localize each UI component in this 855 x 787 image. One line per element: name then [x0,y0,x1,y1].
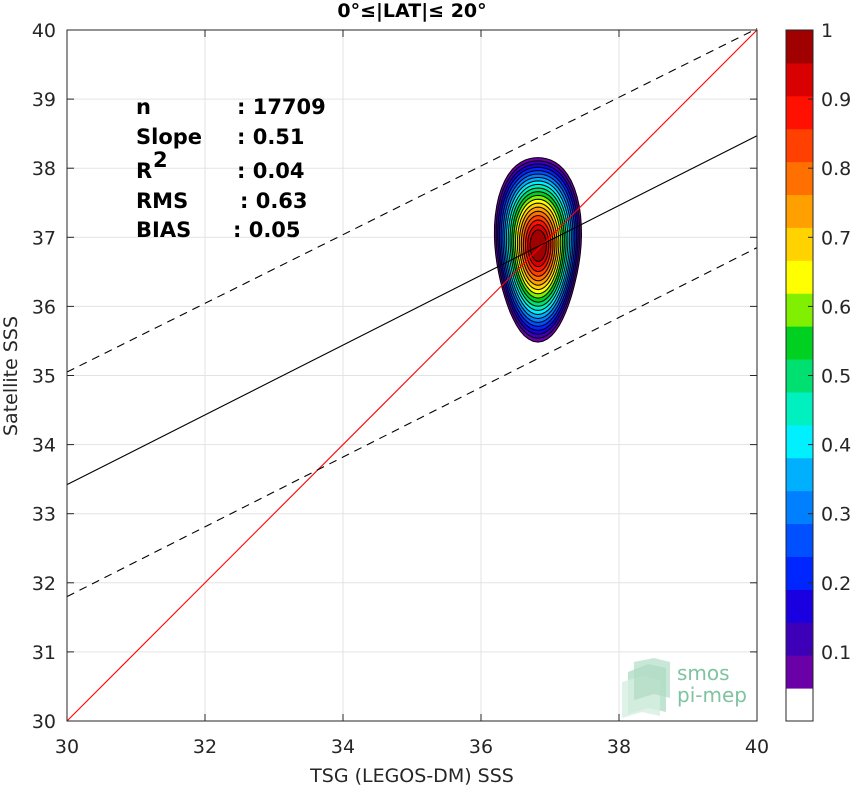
y-axis-ticks: 30 31 32 33 34 35 36 37 38 39 40 [32,20,757,733]
colorbar-segment [786,30,813,64]
stat-value: : 0.63 [240,189,308,213]
x-tick-label: 30 [55,736,79,758]
stat-value: : 17709 [237,95,326,119]
y-tick-label: 36 [32,296,56,318]
stat-value: : 0.04 [237,159,305,183]
y-tick-label: 39 [32,89,56,111]
stat-label: RMS [136,189,188,213]
stat-label-superscript: 2 [153,148,168,172]
colorbar-ticks: 0.1 0.2 0.3 0.4 0.5 0.6 0.7 0.8 0.9 1 [808,20,851,664]
y-tick-label: 34 [32,435,56,457]
colorbar-segment [786,227,813,261]
lower-bound-line [66,247,758,598]
stat-label: R [136,159,152,183]
plot-area [66,28,758,722]
y-tick-label: 32 [32,573,56,595]
stat-value: : 0.05 [233,218,301,242]
x-tick-label: 32 [193,736,217,758]
regression-line [66,135,758,486]
colorbar-segment [786,688,813,722]
x-tick-label: 40 [745,736,769,758]
colorbar-tick-label: 0.9 [821,89,851,111]
colorbar-tick-label: 0.4 [821,435,851,457]
colorbar-segment [786,95,813,130]
colorbar-tick-label: 0.2 [821,573,851,595]
smos-pi-mep-logo: smos pi-mep [622,658,747,718]
colorbar-segment [786,194,813,228]
density-contour-level [529,229,547,262]
y-tick-label: 31 [32,642,56,664]
stat-label: Slope [136,125,202,149]
x-tick-label: 38 [607,736,631,758]
colorbar-segment [786,62,813,97]
colorbar-tick-label: 0.3 [821,504,851,526]
y-tick-label: 30 [32,711,56,733]
colorbar-segment [786,457,813,492]
x-tick-label: 36 [469,736,493,758]
logo-wave-icon [622,658,670,718]
colorbar-segment [786,622,813,656]
colorbar-segment [786,128,813,163]
stat-value: : 0.51 [237,125,305,149]
y-tick-label: 37 [32,227,56,249]
y-axis-label: Satellite SSS [0,316,22,436]
colorbar-segment [786,523,813,557]
identity-line [66,29,758,722]
chart-title: 0°≤|LAT|≤ 20° [337,0,486,22]
colorbar-tick-label: 1 [821,20,833,42]
colorbar-segment [786,424,813,459]
colorbar-segment [786,293,813,327]
colorbar-segment [786,161,813,196]
stat-label: n [136,95,151,119]
upper-bound-line [66,28,758,373]
x-tick-label: 34 [331,736,355,758]
y-tick-label: 33 [32,504,56,526]
reference-lines [66,28,758,722]
colorbar-segment [786,326,813,360]
colorbar-segment [786,260,813,294]
colorbar-segment [786,556,813,590]
colorbar-tick-label: 0.5 [821,366,851,388]
colorbar-tick-label: 0.6 [821,296,851,318]
x-axis-ticks: 30 32 34 36 38 40 [55,30,769,758]
y-tick-label: 38 [32,158,56,180]
statistics-box: n : 17709 Slope : 0.51 R 2 : 0.04 RMS : 0.63 BIAS… [136,95,326,242]
colorbar-tick-label: 0.7 [821,227,851,249]
colorbar-segment [786,655,813,689]
colorbar [785,29,814,722]
x-axis-label: TSG (LEGOS-DM) SSS [309,765,514,787]
colorbar-tick-label: 0.8 [821,158,851,180]
logo-text-smos: smos [677,661,730,685]
colorbar-segment [786,490,813,525]
colorbar-tick-label: 0.1 [821,642,851,664]
y-tick-label: 35 [32,366,56,388]
logo-text-pi-mep: pi-mep [677,683,747,707]
y-tick-label: 40 [32,20,56,42]
stat-label: BIAS [136,218,191,242]
colorbar-segment [786,589,813,623]
colorbar-segment [786,391,813,426]
